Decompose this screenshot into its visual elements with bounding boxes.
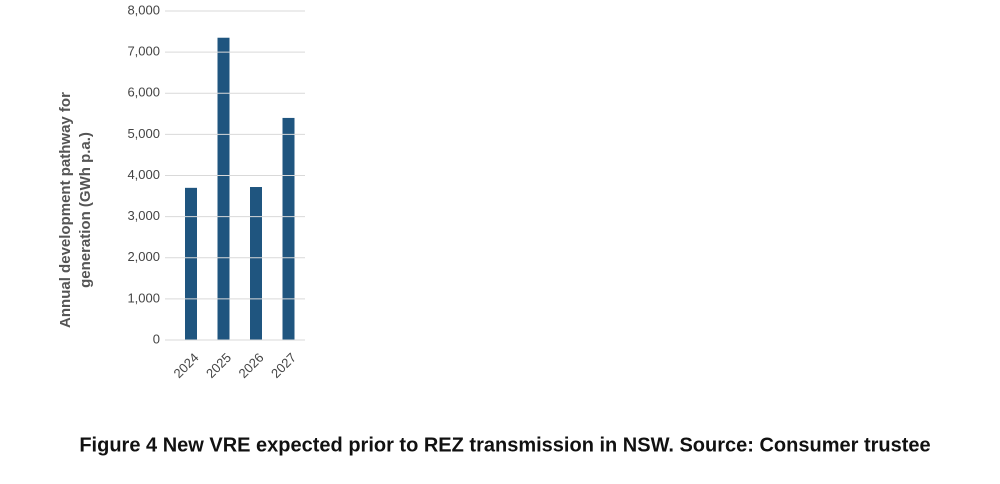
y-tick-label: 4,000 — [127, 167, 160, 182]
y-axis-label: Annual development pathway for — [57, 92, 74, 328]
y-tick-label: 7,000 — [127, 44, 160, 59]
caption: Figure 4 New VRE expected prior to REZ t… — [79, 434, 930, 456]
y-tick-label: 2,000 — [127, 249, 160, 264]
y-tick-label: 6,000 — [127, 85, 160, 100]
bar — [250, 187, 262, 340]
bar — [185, 187, 197, 340]
bar — [282, 117, 295, 340]
x-tick-label: 2024 — [170, 350, 201, 381]
x-tick-label: 20 — [311, 350, 332, 371]
y-tick-label: 1,000 — [127, 290, 160, 305]
x-tick-label: 2027 — [268, 350, 299, 381]
x-tick-label: 2025 — [203, 350, 234, 381]
y-tick-label: 5,000 — [127, 126, 160, 141]
y-tick-label: 8,000 — [127, 2, 160, 17]
y-tick-label: 0 — [153, 331, 160, 346]
y-axis-label: generation (GWh p.a.) — [77, 132, 94, 288]
plot-area: 2024 2025 2026 2027 20 — [170, 37, 332, 381]
y-tick-label: 3,000 — [127, 208, 160, 223]
x-tick-label: 2026 — [235, 350, 266, 381]
bar — [217, 37, 230, 340]
